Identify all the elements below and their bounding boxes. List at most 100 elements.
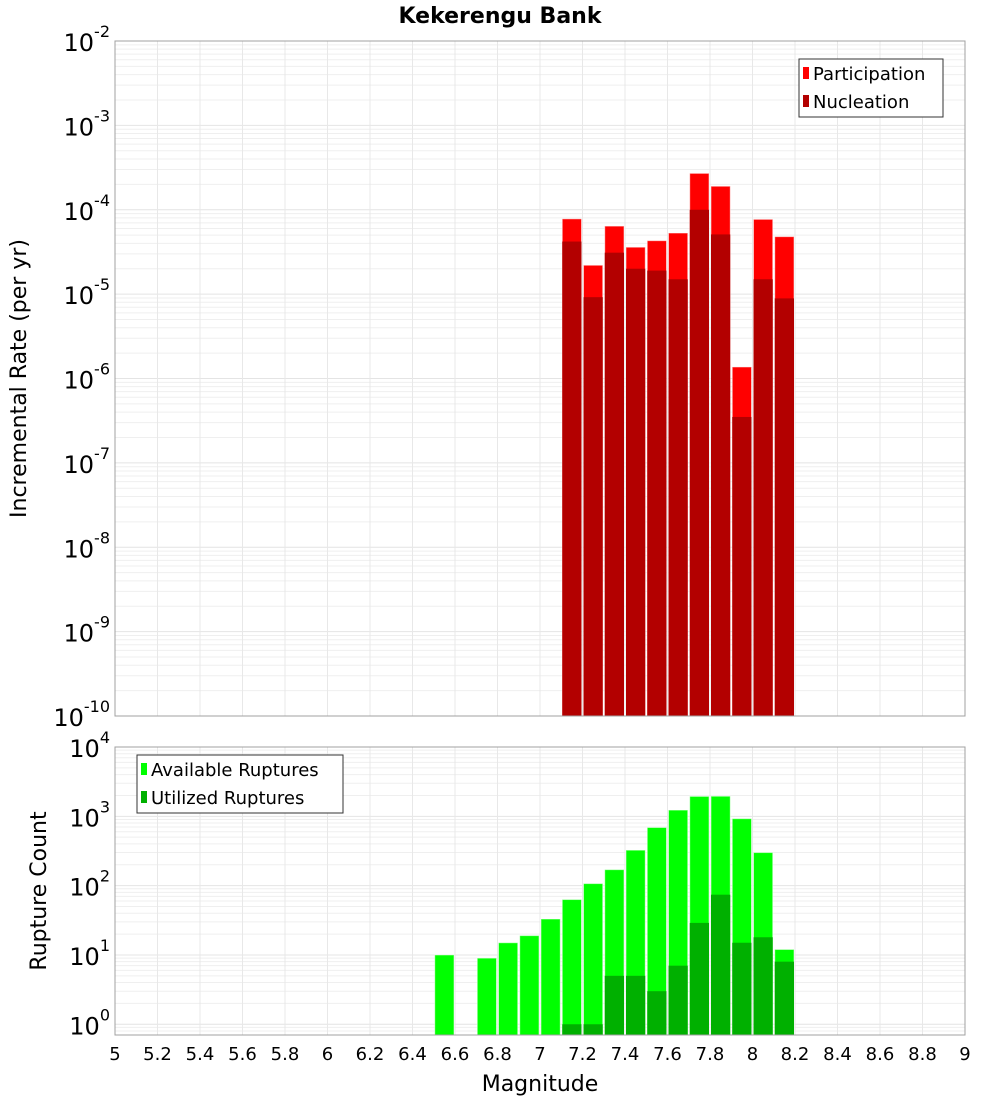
x-tick-label: 7.4 (611, 1044, 640, 1065)
bar-utilized-ruptures (647, 991, 667, 1035)
bar-utilized-ruptures (562, 1024, 582, 1035)
bar-available-ruptures (434, 954, 455, 1036)
bar-utilized-ruptures (711, 894, 731, 1035)
bar-available-ruptures (583, 883, 604, 1036)
legend-label: Utilized Ruptures (151, 788, 304, 809)
y-tick-exponent: -10 (84, 697, 110, 716)
x-tick-label: 8.2 (781, 1044, 810, 1065)
chart-title: Kekerengu Bank (399, 4, 603, 29)
bar-nucleation (626, 268, 646, 716)
y-tick-base: 10 (69, 943, 100, 971)
bar-nucleation (689, 209, 709, 716)
y-tick-label: 104 (69, 728, 110, 763)
legend-swatch (803, 67, 809, 79)
y-tick-label: 10-7 (64, 444, 111, 479)
legend: Participation Nucleation (798, 58, 944, 118)
y-tick-base: 10 (64, 367, 95, 395)
y-tick-base: 10 (69, 735, 100, 763)
y-tick-label: 10-3 (64, 106, 111, 141)
x-tick-label: 5 (109, 1044, 120, 1065)
y-tick-base: 10 (69, 804, 100, 832)
y-tick-label: 100 (69, 1005, 110, 1040)
y-tick-base: 10 (64, 282, 95, 310)
legend-swatch (803, 95, 809, 107)
y-tick-base: 10 (64, 29, 95, 57)
y-tick-label: 10-9 (64, 613, 111, 648)
y-tick-label: 10-10 (53, 697, 110, 732)
plot-border (114, 40, 966, 717)
y-axis-label: Incremental Rate (per yr) (7, 239, 32, 518)
y-tick-exponent: 1 (100, 936, 110, 955)
x-tick-label: 7.6 (653, 1044, 682, 1065)
legend-label: Available Ruptures (151, 760, 319, 781)
y-tick-exponent: -2 (94, 22, 110, 41)
x-tick-label: 6 (322, 1044, 333, 1065)
bar-nucleation (562, 241, 582, 717)
y-axis-label: Rupture Count (27, 811, 52, 971)
y-tick-exponent: -8 (94, 528, 110, 547)
y-tick-label: 10-4 (64, 191, 111, 226)
x-tick-label: 6.4 (398, 1044, 427, 1065)
bar-utilized-ruptures (753, 937, 773, 1035)
y-tick-label: 10-2 (64, 22, 111, 57)
legend-label: Nucleation (813, 92, 909, 113)
y-tick-exponent: 0 (100, 1005, 110, 1024)
bar-nucleation (647, 270, 667, 716)
x-tick-label: 8.8 (908, 1044, 937, 1065)
x-tick-label: 8 (747, 1044, 758, 1065)
y-tick-exponent: -7 (94, 444, 110, 463)
y-tick-exponent: 3 (100, 797, 110, 816)
bar-utilized-ruptures (604, 975, 624, 1035)
bar-nucleation (604, 252, 624, 716)
bar-nucleation (583, 297, 603, 716)
y-tick-exponent: -9 (94, 613, 110, 632)
x-tick-label: 6.8 (483, 1044, 512, 1065)
legend-swatch (141, 763, 147, 775)
legend: Available Ruptures Utilized Ruptures (136, 754, 344, 814)
y-tick-label: 10-8 (64, 528, 111, 563)
legend-label: Participation (813, 64, 925, 85)
x-axis-label: Magnitude (482, 1072, 599, 1097)
x-tick-label: 5.4 (186, 1044, 215, 1065)
y-tick-base: 10 (64, 451, 95, 479)
x-tick-label: 8.4 (823, 1044, 852, 1065)
bar-available-ruptures (519, 935, 540, 1036)
x-tick-label: 7 (534, 1044, 545, 1065)
y-tick-label: 102 (69, 867, 110, 902)
bar-nucleation (732, 416, 752, 716)
x-tick-label: 5.6 (228, 1044, 257, 1065)
bar-available-ruptures (498, 942, 519, 1036)
legend-box (798, 58, 944, 118)
bar-utilized-ruptures (583, 1024, 603, 1035)
x-tick-label: 9 (959, 1044, 970, 1065)
y-tick-base: 10 (64, 620, 95, 648)
y-tick-exponent: -5 (94, 275, 110, 294)
y-tick-label: 10-5 (64, 275, 111, 310)
y-tick-base: 10 (69, 1012, 100, 1040)
plot-border (114, 746, 966, 1036)
x-tick-label: 6.2 (356, 1044, 385, 1065)
rate-panel: 10-1010-910-810-710-610-510-410-310-2Inc… (7, 22, 966, 732)
x-tick-label: 5.8 (271, 1044, 300, 1065)
x-tick-label: 5.2 (143, 1044, 172, 1065)
y-tick-exponent: -6 (94, 360, 110, 379)
y-tick-base: 10 (53, 704, 84, 732)
bar-nucleation (753, 279, 773, 716)
bar-utilized-ruptures (668, 965, 688, 1035)
legend-box (136, 754, 344, 814)
bar-utilized-ruptures (689, 922, 709, 1035)
bar-nucleation (711, 234, 731, 716)
legend-swatch (141, 791, 147, 803)
x-tick-label: 7.2 (568, 1044, 597, 1065)
y-tick-label: 10-6 (64, 360, 111, 395)
x-tick-label: 6.6 (441, 1044, 470, 1065)
y-tick-label: 101 (69, 936, 110, 971)
y-tick-base: 10 (64, 113, 95, 141)
y-tick-base: 10 (69, 874, 100, 902)
x-tick-label: 7.8 (696, 1044, 725, 1065)
y-tick-base: 10 (64, 535, 95, 563)
bar-available-ruptures (476, 957, 497, 1036)
bar-utilized-ruptures (732, 942, 752, 1035)
